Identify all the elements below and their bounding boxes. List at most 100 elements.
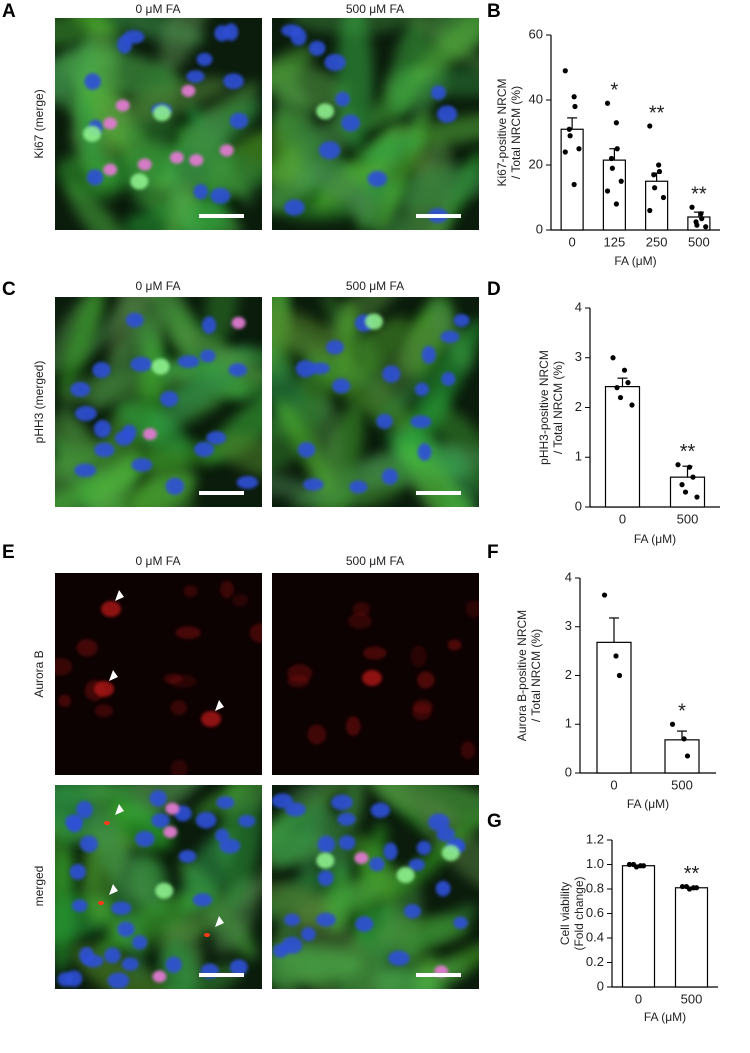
data-point [566,126,572,132]
bright-cell [316,852,335,869]
nucleus [71,899,88,913]
data-point [660,194,667,201]
data-point [684,753,691,759]
bright-cell [441,844,460,861]
nucleus [453,314,470,327]
y-tick-label: 1.0 [586,856,604,871]
micrograph [272,18,479,230]
data-point [613,653,619,659]
y-tick-label: 0 [597,978,604,993]
arrowhead [115,590,124,601]
micrograph [272,573,479,775]
cell-body [272,46,315,93]
red-cell [204,933,210,937]
nucleus [165,477,185,495]
nucleus [93,419,112,438]
y-axis-label: / Total NRCM (%) [509,86,523,179]
bright-cell [152,105,171,122]
image-title: 500 μM FA [346,279,404,293]
nucleus [75,405,97,422]
nucleus [388,950,410,966]
cell-body [374,371,428,427]
faint-signal [76,639,98,657]
nucleus [302,478,324,491]
data-point [703,224,709,230]
nucleus [70,381,91,397]
nucleus [151,813,170,828]
cell-body [63,18,118,37]
y-axis-label: / Total NRCM (%) [551,361,565,454]
data-point [621,367,628,373]
data-point [609,165,615,171]
panel-letter: B [487,1,501,22]
nucleus [86,169,104,186]
nucleus [281,24,302,37]
data-point [690,474,696,480]
nucleus [295,360,316,378]
error-bar [617,377,628,387]
nucleus [285,802,306,817]
nucleus [69,863,87,880]
nucleus [410,415,432,429]
nucleus [376,413,393,429]
ki67-nucleus [143,427,158,440]
bright-cell [364,313,383,330]
cell-body [389,18,428,118]
data-point [686,464,693,470]
cell-body [283,785,342,809]
data-point [625,380,631,386]
x-tick-label: 125 [604,234,626,249]
cell-body [272,301,352,360]
x-axis-label: FA (μM) [634,532,676,546]
y-tick-label: 1.2 [586,831,604,846]
nucleus [318,141,341,160]
faint-signal [58,694,72,707]
nucleus [236,475,259,489]
y-tick-label: 0 [565,764,572,779]
panel-letter: D [487,279,501,300]
nucleus [284,199,305,216]
nucleus [428,813,450,832]
data-point [669,721,676,727]
red-cell [94,681,114,697]
nucleus [383,842,398,861]
faint-signal [175,626,201,640]
nucleus [206,431,227,445]
data-point [652,185,658,191]
nucleus [194,441,215,458]
nucleus [65,814,83,830]
nucleus [416,840,432,855]
x-tick-label: 250 [646,234,668,249]
x-axis-label: FA (μM) [614,254,656,268]
faint-signal [170,700,187,715]
nucleus [219,838,241,854]
data-point [613,201,619,207]
cell-body [55,466,145,507]
data-point [601,592,608,598]
nucleus [367,170,388,187]
data-point [571,181,577,188]
nucleus [331,794,353,811]
error-bar [609,617,619,643]
bar [621,865,656,988]
data-point [682,489,689,495]
cell-body [110,798,174,851]
y-axis-label: Aurora B-positive NRCM [515,610,529,741]
data-point [614,146,620,152]
nucleus [79,835,99,853]
faint-signal [164,673,183,684]
data-point [651,172,657,178]
data-point [689,204,695,210]
nucleus [382,365,401,383]
nucleus [440,330,460,343]
ki67-nucleus [181,84,196,97]
cell-body [409,18,479,85]
nucleus [224,23,239,41]
ki67-nucleus [152,970,167,983]
nucleus [192,893,213,907]
nucleus [104,947,121,964]
micrograph [272,297,479,507]
x-tick-label: 0 [569,234,576,249]
cell-body [333,317,411,388]
nucleus [223,73,244,90]
